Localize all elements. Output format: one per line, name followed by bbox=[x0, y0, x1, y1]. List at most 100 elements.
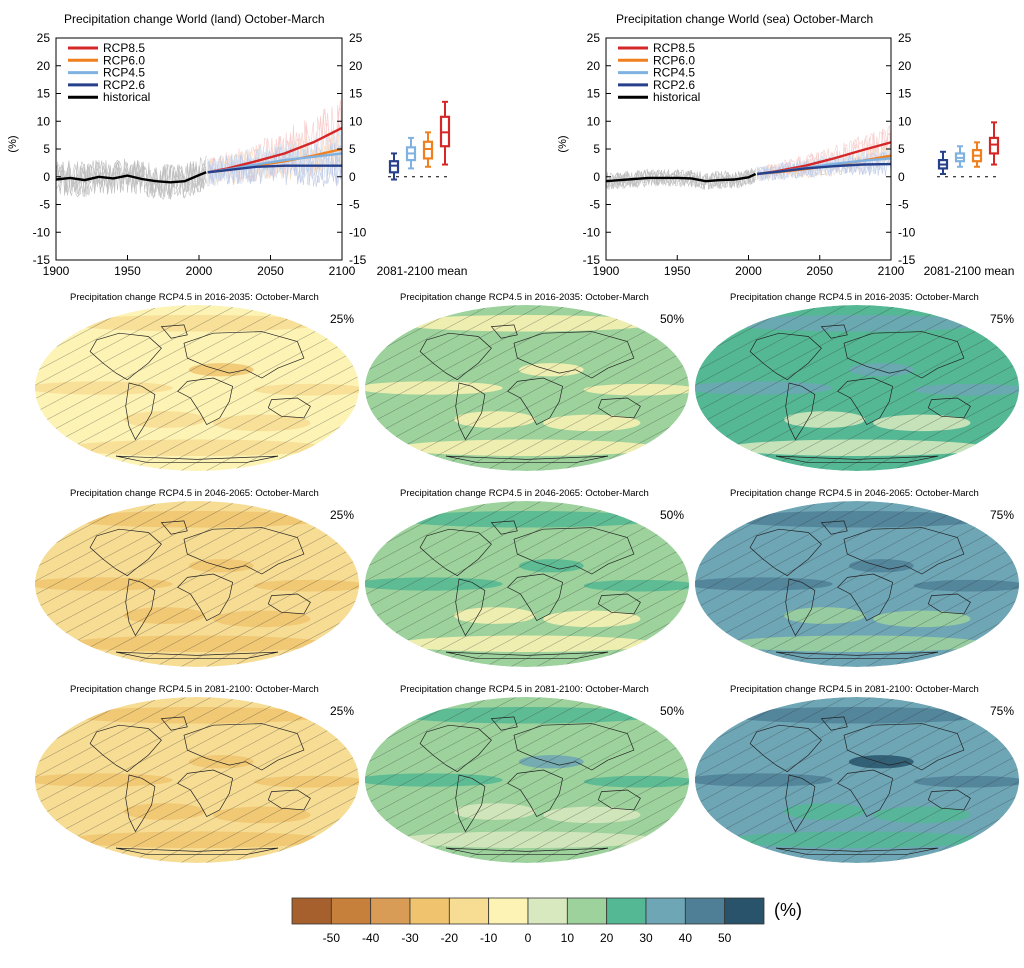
y-tick-label-right: 0 bbox=[349, 170, 356, 184]
precipitation-map bbox=[695, 501, 1019, 667]
colorbar-tick-label: 0 bbox=[525, 931, 532, 945]
y-tick-label-right: 15 bbox=[898, 87, 912, 101]
colorbar: -50 -40 -30 -20 -10 0 10 20 30 40 50 (%) bbox=[291, 897, 802, 945]
y-tick-label-right: -15 bbox=[898, 253, 916, 267]
y-tick-label: 10 bbox=[37, 114, 51, 128]
map-title: Precipitation change RCP4.5 in 2081-2100… bbox=[70, 684, 319, 695]
percentile-label: 25% bbox=[330, 312, 355, 326]
map-title: Precipitation change RCP4.5 in 2081-2100… bbox=[400, 684, 649, 695]
colorbar-cell bbox=[527, 897, 568, 925]
series-line-historical bbox=[55, 171, 207, 184]
y-tick-label-right: 10 bbox=[349, 114, 363, 128]
colorbar-tick-label: -50 bbox=[323, 931, 341, 945]
map-title: Precipitation change RCP4.5 in 2081-2100… bbox=[730, 684, 979, 695]
y-tick-label: -5 bbox=[39, 198, 50, 212]
precipitation-map bbox=[35, 697, 359, 863]
percentile-label: 75% bbox=[990, 312, 1015, 326]
colorbar-tick-label: -20 bbox=[441, 931, 459, 945]
box-rcp85 bbox=[988, 121, 1000, 166]
hatching bbox=[365, 697, 689, 863]
percentile-label: 75% bbox=[990, 704, 1015, 718]
box-body bbox=[422, 140, 434, 160]
colorbar-cell bbox=[409, 897, 450, 925]
x-tick-label: 2050 bbox=[806, 264, 833, 278]
legend-label: RCP6.0 bbox=[103, 53, 145, 67]
sea-panel-title: Precipitation change World (sea) October… bbox=[616, 12, 874, 26]
y-tick-label: 25 bbox=[587, 31, 601, 45]
series-line-rcp26 bbox=[756, 162, 892, 176]
colorbar-unit: (%) bbox=[774, 900, 802, 920]
y-tick-label: 0 bbox=[43, 170, 50, 184]
x-tick-label: 1950 bbox=[114, 264, 141, 278]
y-tick-label-right: 0 bbox=[898, 170, 905, 184]
legend-label: RCP6.0 bbox=[653, 53, 695, 67]
box-rcp26 bbox=[388, 152, 400, 181]
x-tick-label: 2100 bbox=[329, 264, 356, 278]
y-tick-label-right: -10 bbox=[898, 225, 916, 239]
map-title: Precipitation change RCP4.5 in 2016-2035… bbox=[70, 292, 319, 303]
colorbar-cell bbox=[330, 897, 372, 925]
colorbar-cell bbox=[645, 897, 686, 925]
y-tick-label: 5 bbox=[43, 142, 50, 156]
hatching bbox=[35, 697, 359, 863]
colorbar-tick-label: -30 bbox=[401, 931, 419, 945]
x-tick-label: 1900 bbox=[43, 264, 70, 278]
percentile-label: 50% bbox=[660, 704, 685, 718]
colorbar-tick-label: -40 bbox=[362, 931, 380, 945]
y-tick-label-right: 5 bbox=[349, 142, 356, 156]
map-title: Precipitation change RCP4.5 in 2016-2035… bbox=[400, 292, 649, 303]
legend-label: RCP8.5 bbox=[653, 41, 695, 55]
legend-label: RCP2.6 bbox=[653, 78, 695, 92]
colorbar-cell bbox=[488, 897, 529, 925]
x-tick-label: 1900 bbox=[593, 264, 620, 278]
y-tick-label: 25 bbox=[37, 31, 51, 45]
y-tick-label-right: 20 bbox=[349, 59, 363, 73]
colorbar-cell bbox=[684, 897, 726, 925]
box-rcp45 bbox=[954, 145, 966, 168]
colorbar-tick-label: 10 bbox=[561, 931, 575, 945]
colorbar-tick-label: 40 bbox=[679, 931, 693, 945]
y-tick-label-right: -5 bbox=[898, 198, 909, 212]
y-tick-label: 20 bbox=[587, 59, 601, 73]
y-tick-label-right: 25 bbox=[349, 31, 363, 45]
percentile-label: 75% bbox=[990, 508, 1015, 522]
y-tick-label-right: -5 bbox=[349, 198, 360, 212]
legend-label: historical bbox=[653, 90, 700, 104]
y-tick-label: -10 bbox=[33, 225, 51, 239]
colorbar-cell bbox=[724, 897, 765, 925]
colorbar-tick-label: 30 bbox=[639, 931, 653, 945]
box-axis-label: 2081-2100 mean bbox=[924, 264, 1015, 278]
legend-label: RCP4.5 bbox=[653, 66, 695, 80]
y-tick-label: 0 bbox=[593, 170, 600, 184]
hatching bbox=[35, 501, 359, 667]
y-tick-label-right: 25 bbox=[898, 31, 912, 45]
legend-label: RCP8.5 bbox=[103, 41, 145, 55]
precipitation-map bbox=[35, 501, 359, 667]
box-body bbox=[388, 160, 400, 174]
y-axis-label: (%) bbox=[7, 135, 19, 152]
precipitation-map bbox=[35, 305, 359, 471]
ensemble-spread bbox=[55, 99, 343, 200]
legend-label: RCP2.6 bbox=[103, 78, 145, 92]
y-tick-label: -10 bbox=[583, 225, 601, 239]
x-tick-label: 1950 bbox=[664, 264, 691, 278]
colorbar-tick-label: 20 bbox=[600, 931, 614, 945]
box-rcp60 bbox=[971, 141, 983, 168]
land-timeseries-chart: -15 -15 -10 -10 -5 -5 0 0 5 5 10 10 15 15 20 20 25 25 1900… bbox=[7, 31, 467, 278]
percentile-label: 50% bbox=[660, 312, 685, 326]
colorbar-cell bbox=[448, 897, 490, 925]
y-tick-label: 15 bbox=[37, 87, 51, 101]
precipitation-map bbox=[365, 697, 689, 863]
x-tick-label: 2100 bbox=[878, 264, 905, 278]
percentile-label: 50% bbox=[660, 508, 685, 522]
precipitation-map bbox=[365, 501, 689, 667]
x-tick-label: 2000 bbox=[186, 264, 213, 278]
legend-label: RCP4.5 bbox=[103, 66, 145, 80]
y-tick-label: 10 bbox=[587, 114, 601, 128]
y-tick-label-right: -15 bbox=[349, 253, 367, 267]
y-tick-label: 20 bbox=[37, 59, 51, 73]
y-tick-label: -15 bbox=[33, 253, 51, 267]
historical-member-line bbox=[55, 155, 207, 197]
hatching bbox=[695, 501, 1019, 667]
box-rcp26 bbox=[937, 150, 949, 175]
